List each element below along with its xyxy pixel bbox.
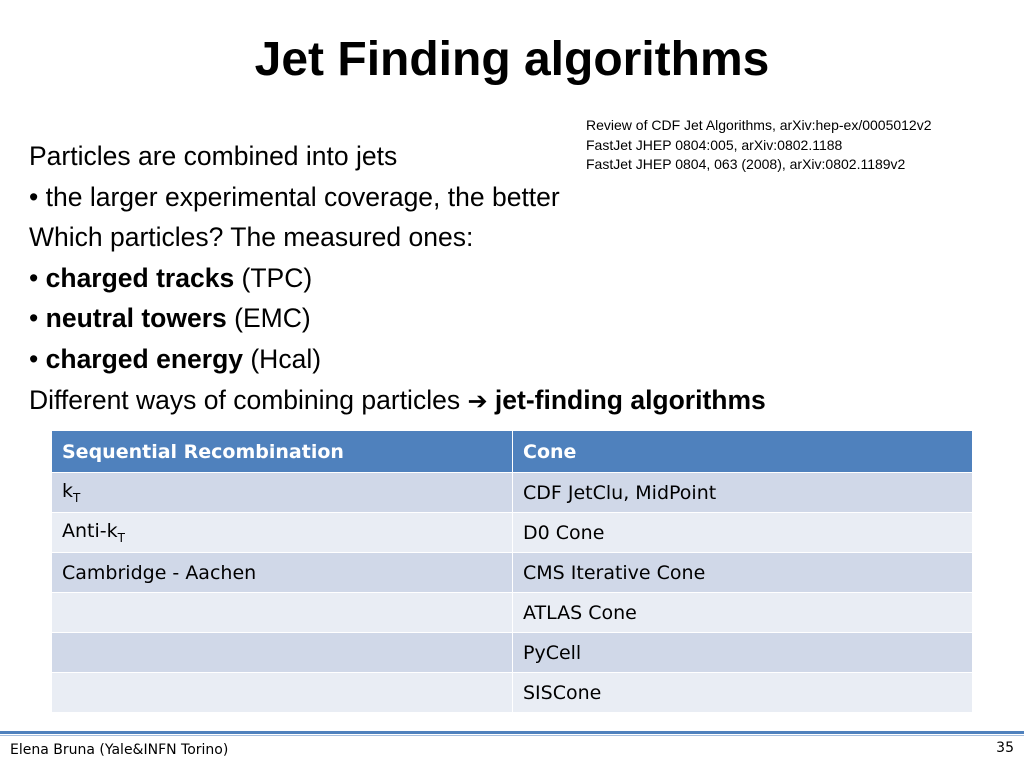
bullet: • bbox=[29, 262, 46, 293]
table-cell: SISCone bbox=[512, 672, 973, 713]
cell-text: k bbox=[62, 480, 74, 503]
slide-body: Particles are combined into jets • the l… bbox=[29, 136, 766, 422]
slide-title: Jet Finding algorithms bbox=[254, 33, 770, 86]
footer-author: Elena Bruna (Yale&INFN Torino) bbox=[10, 742, 229, 758]
table-cell bbox=[51, 632, 513, 673]
bullet: • bbox=[29, 343, 46, 374]
bullet: • bbox=[29, 303, 46, 334]
column-header: Cone bbox=[512, 430, 973, 473]
table-cell: Anti-kT bbox=[51, 512, 513, 553]
table-header-row: Sequential Recombination Cone bbox=[51, 430, 973, 473]
table-row: Anti-kT D0 Cone bbox=[51, 512, 973, 553]
reference-item: FastJet JHEP 0804:005, arXiv:0802.1188 bbox=[586, 136, 843, 153]
bold-term: jet-finding algorithms bbox=[494, 384, 766, 415]
bold-term: charged energy bbox=[45, 343, 243, 374]
table-cell: CMS Iterative Cone bbox=[512, 552, 973, 593]
table-row: ATLAS Cone bbox=[51, 592, 973, 633]
body-text-segment: Different ways of combining particles bbox=[29, 384, 468, 415]
table-row: Cambridge - Aachen CMS Iterative Cone bbox=[51, 552, 973, 593]
reference-item: Review of CDF Jet Algorithms, arXiv:hep-… bbox=[586, 117, 932, 133]
detector-label: (EMC) bbox=[226, 303, 311, 334]
footer-divider bbox=[0, 731, 1024, 734]
body-line: Which particles? The measured ones: bbox=[29, 222, 474, 253]
table-cell: CDF JetClu, MidPoint bbox=[512, 472, 973, 513]
page-number: 35 bbox=[996, 740, 1014, 756]
bold-term: neutral towers bbox=[45, 303, 227, 334]
table-row: SISCone bbox=[51, 672, 973, 713]
table-cell: D0 Cone bbox=[512, 512, 973, 553]
column-header: Sequential Recombination bbox=[51, 430, 513, 473]
table-cell: kT bbox=[51, 472, 513, 513]
body-line: Different ways of combining particles ➔ … bbox=[29, 380, 766, 423]
detector-label: (Hcal) bbox=[243, 343, 322, 374]
algorithms-table: Sequential Recombination Cone kT CDF Jet… bbox=[51, 430, 973, 713]
body-bullet-line: • neutral towers (EMC) bbox=[29, 298, 766, 339]
table-cell bbox=[51, 672, 513, 713]
table-cell: ATLAS Cone bbox=[512, 592, 973, 633]
table-cell bbox=[51, 592, 513, 633]
table-row: kT CDF JetClu, MidPoint bbox=[51, 472, 973, 513]
detector-label: (TPC) bbox=[234, 262, 313, 293]
cell-subscript: T bbox=[117, 530, 125, 545]
arrow-right-icon: ➔ bbox=[467, 387, 488, 415]
body-bullet-line: • charged energy (Hcal) bbox=[29, 339, 766, 380]
references-list: Review of CDF Jet Algorithms, arXiv:hep-… bbox=[586, 116, 932, 175]
cell-subscript: T bbox=[73, 490, 81, 505]
table-cell: PyCell bbox=[512, 632, 973, 673]
body-line: Particles are combined into jets bbox=[29, 141, 398, 171]
reference-item: FastJet JHEP 0804, 063 (2008), arXiv:080… bbox=[586, 156, 906, 172]
cell-text: Anti-k bbox=[62, 520, 118, 543]
body-line: • the larger experimental coverage, the … bbox=[29, 181, 560, 212]
table-cell: Cambridge - Aachen bbox=[51, 552, 513, 593]
body-bullet-line: • charged tracks (TPC) bbox=[29, 258, 766, 299]
bold-term: charged tracks bbox=[45, 262, 235, 293]
table-row: PyCell bbox=[51, 632, 973, 673]
footer-divider-thin bbox=[0, 735, 1024, 736]
